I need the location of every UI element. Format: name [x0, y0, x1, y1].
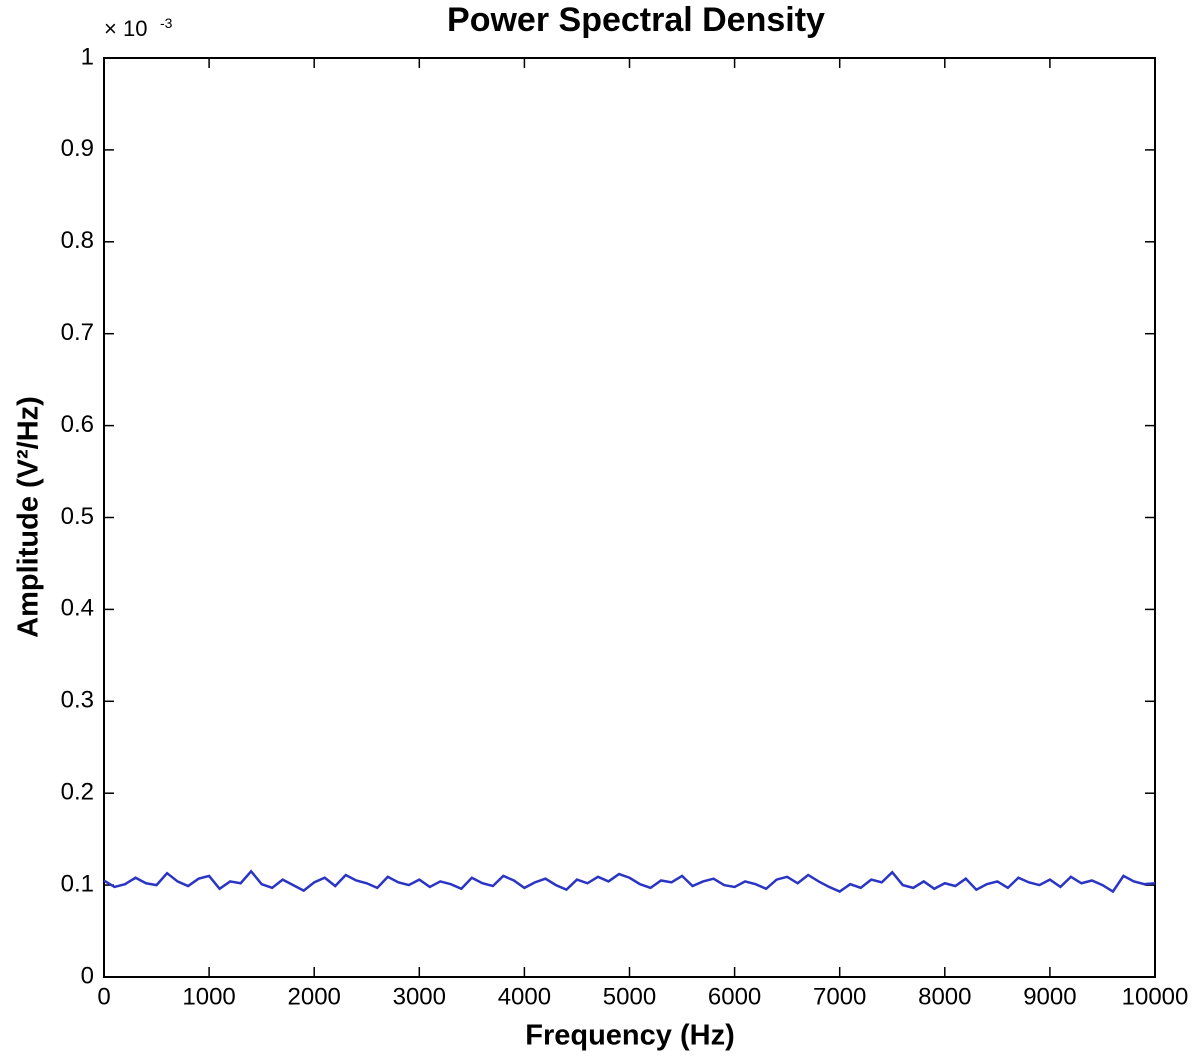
x-tick-label: 9000	[1023, 983, 1076, 1010]
y-axis-label: Amplitude (V²/Hz)	[13, 396, 45, 638]
y-tick-label: 0.5	[61, 503, 94, 530]
y-tick-label: 0.3	[61, 687, 94, 714]
y-tick-label: 0.6	[61, 411, 94, 438]
x-tick-label: 10000	[1122, 983, 1189, 1010]
x-tick-label: 3000	[393, 983, 446, 1010]
y-tick-label: 0.4	[61, 595, 94, 622]
x-tick-label: 7000	[813, 983, 866, 1010]
x-tick-label: 8000	[918, 983, 971, 1010]
plot-frame	[103, 57, 1156, 978]
y-tick-label: 0.8	[61, 227, 94, 254]
x-tick-label: 1000	[182, 983, 235, 1010]
data-line	[103, 869, 1156, 894]
y-tick-label: 0.1	[61, 870, 94, 897]
y-tick-label: 0.9	[61, 135, 94, 162]
y-tick-label: 0.7	[61, 319, 94, 346]
x-tick-label: 4000	[498, 983, 551, 1010]
x-tick-label: 5000	[603, 983, 656, 1010]
chart-title: Power Spectral Density	[447, 1, 825, 39]
x-tick-label: 6000	[708, 983, 761, 1010]
y-tick-label: 0	[81, 962, 94, 989]
y-multiplier-exponent: -3	[160, 15, 173, 31]
x-tick-label: 0	[97, 983, 110, 1010]
x-axis-label: Frequency (Hz)	[525, 1020, 734, 1052]
y-tick-label: 0.2	[61, 779, 94, 806]
y-multiplier: × 10	[104, 16, 147, 41]
x-tick-label: 2000	[288, 983, 341, 1010]
y-tick-label: 1	[81, 43, 94, 70]
